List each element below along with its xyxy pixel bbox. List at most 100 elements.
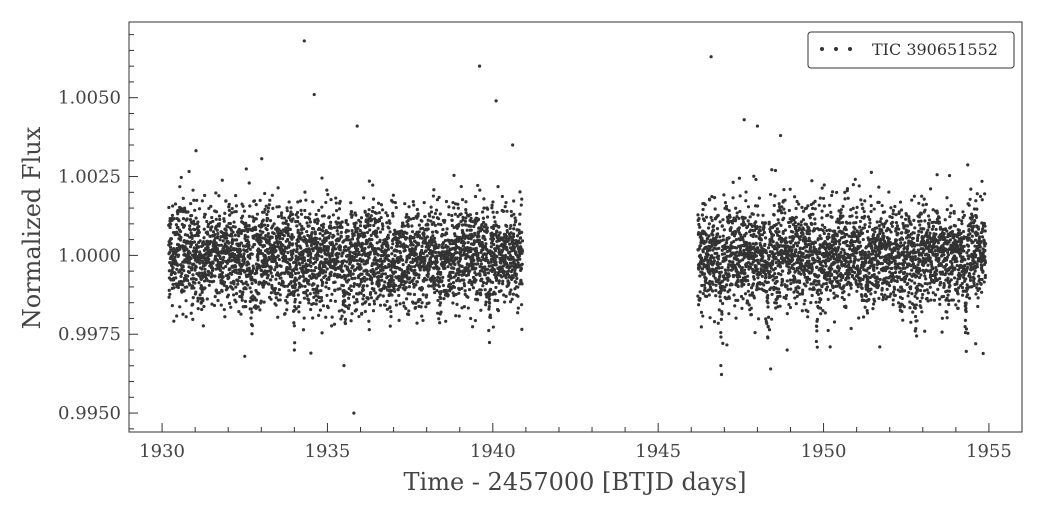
data-point	[186, 210, 190, 214]
data-point	[357, 252, 361, 256]
data-point	[498, 231, 502, 235]
data-point	[249, 307, 253, 311]
data-point	[360, 311, 364, 315]
data-point	[268, 219, 273, 223]
data-point	[504, 294, 508, 298]
data-point	[372, 223, 376, 228]
data-point	[446, 245, 450, 249]
data-point	[397, 318, 401, 322]
data-point	[210, 225, 214, 229]
data-point	[470, 283, 474, 287]
data-point	[514, 272, 518, 276]
data-point	[696, 213, 700, 217]
data-point	[393, 200, 397, 205]
data-point	[213, 233, 217, 237]
data-point	[326, 192, 330, 197]
data-point	[251, 215, 255, 219]
data-point	[321, 304, 326, 308]
data-point	[250, 324, 255, 328]
data-point	[327, 286, 331, 291]
data-point	[798, 237, 802, 242]
data-point	[192, 246, 196, 250]
data-point	[734, 206, 738, 210]
data-point	[439, 310, 443, 314]
data-point	[249, 316, 253, 320]
data-point	[314, 298, 319, 302]
data-point	[345, 260, 349, 264]
data-point	[244, 167, 248, 171]
data-point	[204, 242, 208, 246]
data-point	[363, 210, 367, 214]
data-point	[298, 262, 302, 266]
data-point	[777, 221, 781, 225]
data-point	[384, 211, 388, 215]
data-point	[474, 278, 478, 282]
data-point	[218, 238, 222, 242]
data-point	[415, 321, 419, 325]
data-point	[341, 283, 345, 288]
data-point	[183, 206, 187, 210]
data-point	[297, 305, 301, 309]
data-point	[238, 243, 242, 248]
data-point	[207, 257, 211, 261]
data-point	[227, 301, 232, 305]
data-point	[224, 264, 228, 269]
data-point	[404, 236, 409, 240]
data-point	[262, 244, 267, 248]
data-point	[469, 228, 473, 232]
data-point	[351, 264, 355, 269]
data-point	[389, 310, 393, 314]
data-point	[201, 324, 205, 328]
data-point	[439, 289, 443, 294]
data-point	[750, 251, 754, 255]
data-point	[390, 274, 394, 279]
data-point	[797, 286, 801, 290]
data-point	[716, 321, 720, 325]
data-point	[744, 190, 748, 194]
data-point	[223, 315, 227, 319]
data-point	[389, 315, 393, 319]
data-point	[278, 298, 282, 302]
data-point	[718, 235, 722, 239]
data-point	[376, 226, 380, 230]
data-point	[422, 262, 426, 266]
data-point	[414, 283, 418, 287]
data-point	[206, 246, 210, 250]
data-point	[437, 267, 441, 271]
data-point	[453, 212, 457, 216]
data-point	[391, 211, 395, 215]
data-point	[188, 228, 192, 232]
data-point	[213, 254, 218, 258]
data-point	[744, 240, 749, 245]
data-point	[340, 314, 344, 318]
data-point	[247, 266, 251, 270]
data-point	[471, 286, 475, 290]
data-point	[194, 243, 199, 247]
data-point	[716, 257, 720, 261]
data-point	[205, 219, 209, 224]
data-point	[194, 277, 198, 282]
data-point	[726, 268, 731, 272]
data-point	[308, 212, 312, 216]
data-point	[502, 269, 506, 273]
data-point	[798, 292, 802, 296]
data-point	[711, 282, 715, 286]
data-point	[721, 301, 725, 306]
data-point	[252, 199, 257, 203]
data-point	[239, 272, 243, 276]
data-point	[200, 267, 204, 271]
data-point	[391, 278, 395, 283]
data-point	[791, 230, 795, 234]
data-point	[243, 257, 247, 261]
data-point	[190, 266, 194, 270]
data-point	[342, 363, 346, 368]
data-point	[295, 267, 299, 271]
data-point	[714, 294, 718, 298]
data-point	[333, 272, 337, 276]
data-point	[296, 200, 300, 204]
data-point	[181, 196, 185, 200]
data-point	[254, 217, 258, 221]
data-point	[209, 271, 214, 275]
data-point	[794, 248, 798, 252]
data-point	[464, 207, 468, 212]
